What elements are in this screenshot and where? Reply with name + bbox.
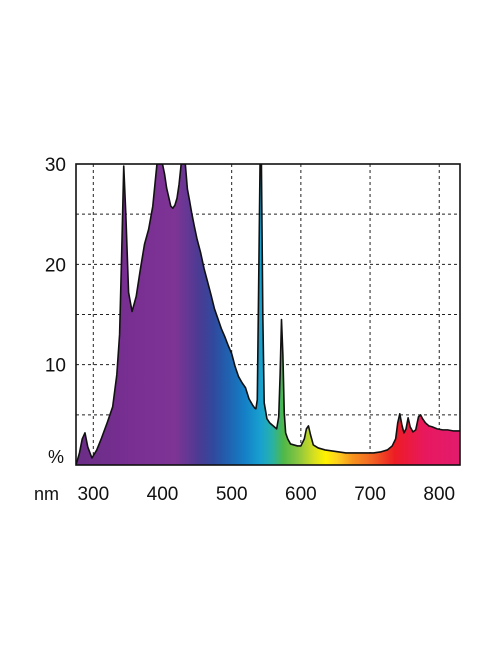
x-tick-label-600: 600 — [285, 484, 317, 505]
spectrum-outline — [76, 164, 460, 465]
x-tick-label-500: 500 — [216, 484, 248, 505]
plot-frame — [75, 163, 461, 466]
x-tick-label-300: 300 — [77, 484, 109, 505]
x-tick-label-700: 700 — [354, 484, 386, 505]
y-axis-ticks: 10 20 30 — [45, 155, 66, 377]
spectrum-area — [76, 164, 460, 465]
y-tick-label-10: 10 — [45, 356, 66, 377]
x-axis-ticks: 300 400 500 600 700 800 — [77, 484, 455, 505]
x-tick-label-800: 800 — [423, 484, 455, 505]
spectrum-fill — [76, 164, 460, 465]
x-tick-label-400: 400 — [147, 484, 179, 505]
y-unit-label: % — [48, 447, 64, 467]
y-tick-label-30: 30 — [45, 155, 66, 176]
x-unit-label: nm — [34, 484, 59, 504]
y-tick-label-20: 20 — [45, 255, 66, 276]
